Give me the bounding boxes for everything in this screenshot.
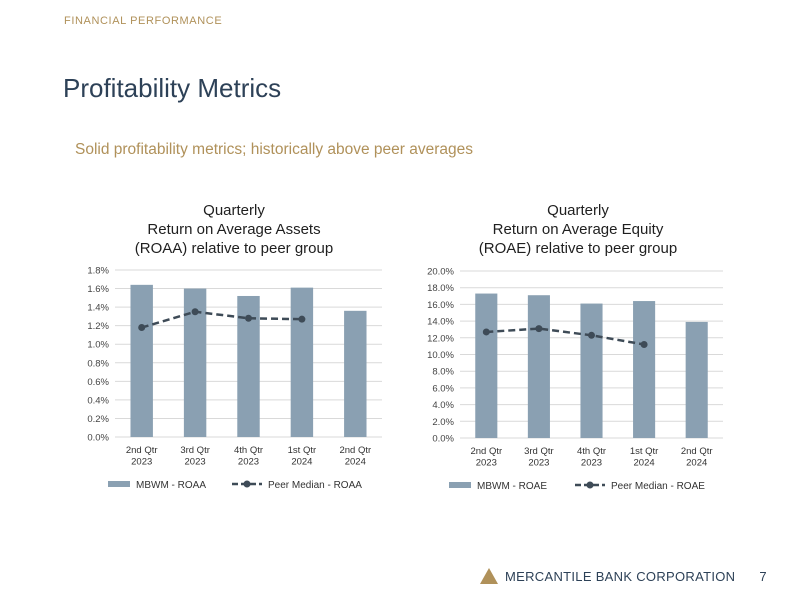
roaa-chart: Quarterly Return on Average Assets (ROAA) …	[40, 198, 390, 498]
legend-bar-label: MBWM - ROAA	[136, 480, 206, 491]
peer-median-point	[191, 308, 199, 316]
peer-median-line	[141, 310, 302, 329]
company-name: MERCANTILE BANK CORPORATION	[505, 568, 736, 584]
x-category-label: 2024	[291, 457, 312, 468]
chart-title-line: Quarterly	[203, 202, 265, 219]
y-tick-label: 8.0%	[432, 367, 454, 378]
x-category-label: 2023	[476, 458, 497, 469]
x-category-label: 4th Qtr	[577, 446, 606, 457]
legend-bar-swatch	[449, 482, 471, 488]
legend-line-marker	[243, 480, 251, 488]
x-category-label: 4th Qtr	[234, 445, 263, 456]
peer-median-point	[245, 314, 252, 322]
x-category-label: 2023	[238, 457, 259, 468]
bar	[633, 301, 656, 438]
y-tick-label: 1.4%	[87, 303, 109, 314]
section-label: FINANCIAL PERFORMANCE	[64, 15, 223, 27]
legend-line-label: Peer Median - ROAA	[268, 480, 362, 491]
x-category-label: 3rd Qtr	[524, 446, 554, 457]
roaa-chart-svg: Quarterly Return on Average Assets (ROAA) …	[87, 202, 382, 491]
y-tick-label: 12.0%	[427, 333, 454, 344]
bar	[183, 288, 207, 437]
peer-median-point	[482, 328, 490, 336]
page-title: Profitability Metrics	[63, 73, 282, 103]
x-category-label: 2023	[131, 457, 152, 468]
y-tick-label: 16.0%	[427, 300, 454, 311]
y-tick-label: 4.0%	[432, 400, 454, 411]
bar	[344, 310, 367, 437]
y-tick-label: 0.0%	[432, 434, 454, 445]
triangle-logo-icon	[480, 568, 498, 584]
y-tick-label: 10.0%	[427, 350, 454, 361]
peer-median-point	[138, 324, 146, 332]
y-tick-label: 0.8%	[87, 358, 109, 369]
legend-line-label: Peer Median - ROAE	[611, 481, 705, 492]
footer: MERCANTILE BANK CORPORATION 7	[480, 565, 767, 587]
x-category-label: 2nd Qtr	[126, 445, 158, 456]
roae-chart: Quarterly Return on Average Equity (ROAE) …	[405, 198, 755, 498]
y-tick-label: 0.4%	[87, 395, 109, 406]
roae-chart-svg: Quarterly Return on Average Equity (ROAE) …	[427, 202, 723, 492]
x-category-label: 2nd Qtr	[681, 446, 713, 457]
peer-median-point	[535, 325, 543, 333]
x-category-label: 2nd Qtr	[339, 445, 371, 456]
x-category-label: 2024	[686, 458, 707, 469]
y-tick-label: 1.0%	[87, 340, 109, 351]
x-category-label: 1st Qtr	[630, 446, 659, 457]
y-tick-label: 20.0%	[427, 267, 454, 278]
y-tick-label: 6.0%	[432, 383, 454, 394]
y-tick-label: 0.2%	[87, 414, 109, 425]
bar	[290, 287, 314, 437]
y-tick-label: 14.0%	[427, 317, 454, 328]
bar	[475, 293, 498, 438]
x-category-label: 2023	[528, 458, 549, 469]
bar	[580, 303, 603, 438]
page-number: 7	[759, 568, 767, 584]
page-subtitle: Solid profitability metrics; historicall…	[75, 141, 474, 158]
peer-median-point	[588, 331, 595, 339]
legend-bar-label: MBWM - ROAE	[477, 481, 547, 492]
x-category-label: 1st Qtr	[288, 445, 317, 456]
legend-bar-swatch	[108, 481, 130, 487]
bar	[130, 284, 153, 437]
legend-line-marker	[586, 481, 594, 489]
y-tick-label: 18.0%	[427, 283, 454, 294]
chart-title-line: Quarterly	[547, 202, 609, 219]
bar	[237, 295, 260, 437]
x-category-label: 2nd Qtr	[470, 446, 502, 457]
peer-median-point	[640, 340, 648, 348]
chart-title-line: (ROAE) relative to peer group	[479, 240, 677, 257]
y-tick-label: 1.2%	[87, 321, 109, 332]
y-tick-label: 2.0%	[432, 417, 454, 428]
chart-title-line: Return on Average Assets	[147, 221, 320, 238]
chart-title-line: Return on Average Equity	[493, 221, 664, 238]
x-category-label: 3rd Qtr	[180, 445, 210, 456]
x-category-label: 2023	[185, 457, 206, 468]
y-tick-label: 1.8%	[87, 266, 109, 277]
y-tick-label: 0.6%	[87, 377, 109, 388]
peer-median-line	[486, 327, 645, 346]
peer-median-point	[298, 315, 306, 323]
bar	[527, 295, 550, 438]
y-tick-label: 1.6%	[87, 284, 109, 295]
bar	[685, 321, 708, 438]
x-category-label: 2024	[634, 458, 655, 469]
x-category-label: 2024	[345, 457, 366, 468]
y-tick-label: 0.0%	[87, 433, 109, 444]
chart-title-line: (ROAA) relative to peer group	[135, 240, 333, 257]
x-category-label: 2023	[581, 458, 602, 469]
